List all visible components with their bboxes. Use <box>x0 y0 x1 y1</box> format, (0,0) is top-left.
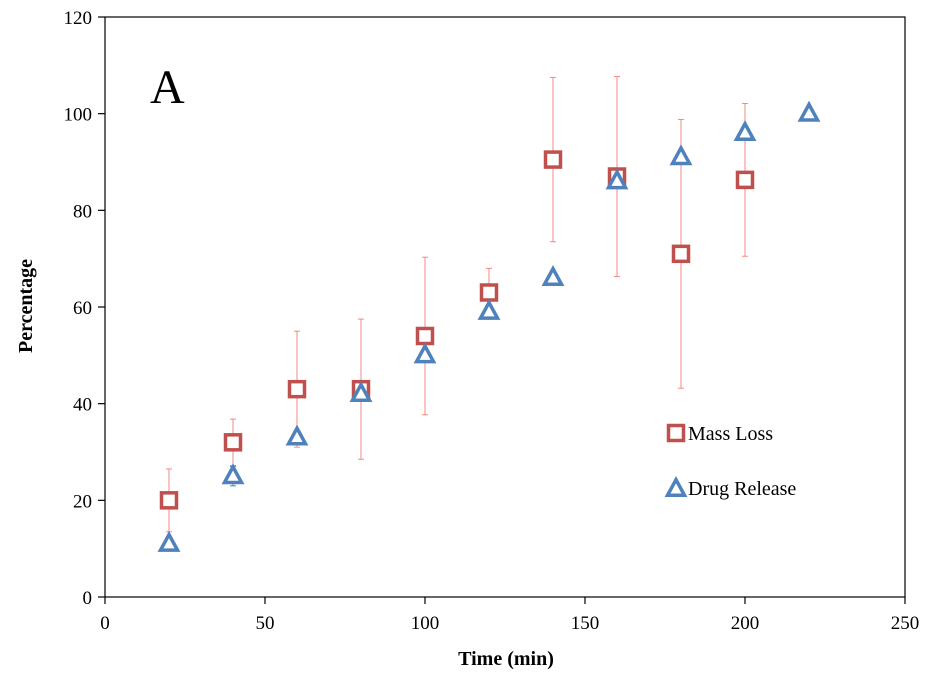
x-axis: 0 50 100 150 200 250 <box>100 597 919 634</box>
y-tick-label: 60 <box>73 298 92 319</box>
data-point <box>349 381 373 403</box>
data-point <box>157 530 181 552</box>
data-point <box>221 463 245 485</box>
y-tick-label: 20 <box>73 491 92 512</box>
data-point <box>159 491 179 510</box>
data-point <box>671 244 691 264</box>
y-axis: 0 20 40 60 80 100 120 <box>64 8 105 609</box>
y-tick-label: 100 <box>64 105 93 126</box>
data-point <box>479 283 499 302</box>
legend-triangle-marker <box>664 476 688 498</box>
y-tick-label: 80 <box>73 201 92 222</box>
x-tick-label: 100 <box>411 613 440 634</box>
x-tick-label: 250 <box>891 613 920 634</box>
plot-area <box>104 16 906 598</box>
series-drug-release <box>157 100 821 552</box>
legend-square-marker <box>666 423 686 443</box>
y-axis-title: Percentage <box>15 259 37 353</box>
data-point <box>477 298 501 320</box>
data-point <box>541 265 565 287</box>
data-point <box>733 120 757 142</box>
data-point <box>797 100 821 122</box>
x-tick-label: 200 <box>731 613 760 634</box>
plot-border <box>104 16 906 598</box>
series-mass-loss <box>159 75 755 533</box>
data-point <box>415 326 435 346</box>
x-tick-label: 0 <box>100 613 110 634</box>
legend-label-mass-loss: Mass Loss <box>688 423 773 445</box>
legend-item-drug-release: Drug Release <box>664 476 796 500</box>
x-tick-label: 50 <box>256 613 275 634</box>
data-point <box>543 150 563 169</box>
data-point <box>287 379 307 399</box>
data-point <box>413 342 437 364</box>
error-bars <box>166 75 748 533</box>
markers <box>157 100 821 552</box>
y-tick-label: 120 <box>64 8 93 29</box>
data-point <box>223 433 243 452</box>
data-point <box>605 168 629 190</box>
legend: Mass Loss Drug Release <box>664 423 796 500</box>
y-tick-label: 0 <box>83 588 93 609</box>
x-tick-label: 150 <box>571 613 600 634</box>
series-layer <box>157 75 821 552</box>
legend-item-mass-loss: Mass Loss <box>666 423 773 445</box>
data-point <box>669 144 693 166</box>
data-point <box>285 424 309 446</box>
x-axis-title: Time (min) <box>458 648 554 670</box>
markers <box>159 150 755 510</box>
legend-label-drug-release: Drug Release <box>688 478 796 500</box>
y-tick-label: 40 <box>73 395 92 416</box>
data-point <box>735 170 755 190</box>
legend-marker-mass-loss <box>666 423 686 443</box>
panel-label: A <box>150 61 185 114</box>
legend-marker-drug-release <box>664 476 688 498</box>
